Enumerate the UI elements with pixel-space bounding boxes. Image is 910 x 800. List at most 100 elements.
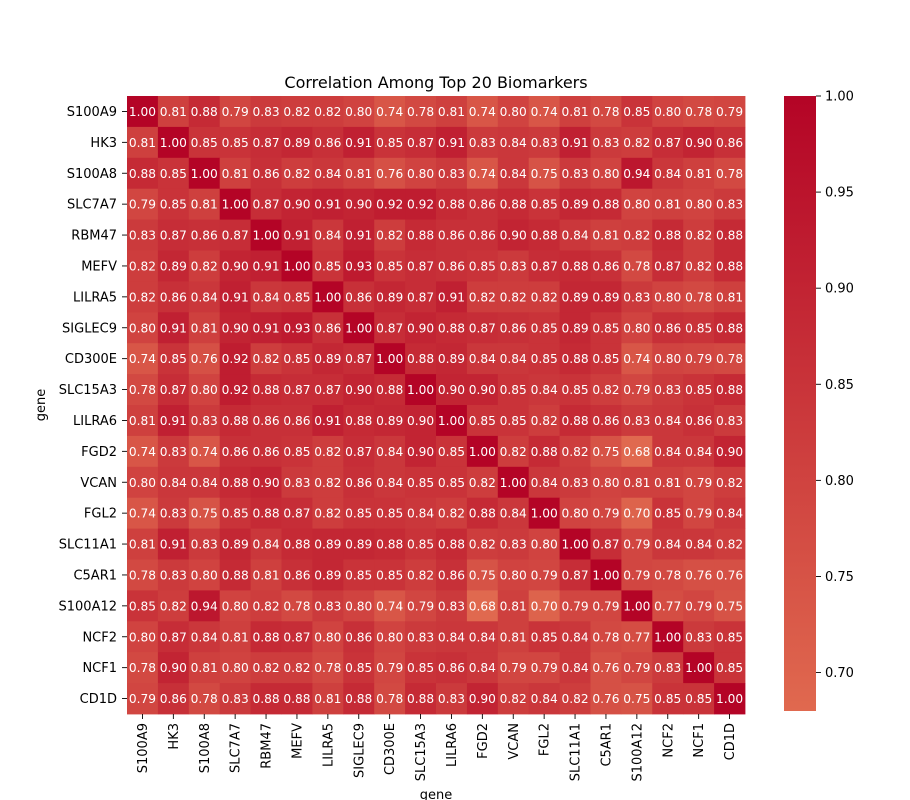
cell-annotation: 0.79 (561, 599, 588, 613)
heatmap-cell (590, 528, 622, 560)
x-tick-label: LILRA6 (445, 723, 460, 767)
cell-annotation: 0.78 (654, 568, 681, 582)
cell-annotation: 0.87 (314, 383, 341, 397)
heatmap-cell (714, 466, 746, 499)
cell-annotation: 0.78 (685, 290, 712, 304)
heatmap-cell (157, 126, 190, 159)
cell-annotation: 0.82 (252, 599, 279, 613)
heatmap-cell (683, 157, 715, 190)
heatmap-cell (714, 497, 746, 529)
heatmap-cell (281, 374, 313, 406)
heatmap-cell (281, 188, 313, 220)
cell-annotation: 0.85 (531, 352, 558, 366)
heatmap-cell (281, 250, 313, 282)
heatmap-cell (405, 96, 437, 128)
cell-annotation: 0.84 (531, 383, 558, 397)
cell-annotation: 0.87 (283, 383, 310, 397)
cell-annotation: 0.80 (129, 630, 156, 644)
cell-annotation: 0.80 (345, 105, 372, 119)
heatmap-cell (466, 559, 499, 591)
cell-annotation: 0.88 (561, 352, 588, 366)
heatmap-cell (714, 435, 746, 468)
heatmap-cell (281, 559, 313, 591)
cell-annotation: 0.88 (407, 352, 434, 366)
heatmap-cell (219, 405, 251, 437)
x-tick-label: LILRA5 (321, 723, 336, 767)
cell-annotation: 0.91 (314, 198, 341, 212)
cell-annotation: 0.89 (314, 568, 341, 582)
cell-annotation: 0.94 (623, 167, 650, 181)
heatmap-cell (405, 590, 437, 622)
cell-annotation: 0.83 (438, 599, 465, 613)
cell-annotation: 0.85 (191, 136, 218, 150)
cell-annotation: 0.82 (469, 476, 496, 490)
heatmap-cell (374, 281, 406, 313)
cell-annotation: 0.74 (623, 352, 650, 366)
heatmap-cell (157, 559, 190, 591)
cell-annotation: 0.84 (561, 229, 588, 243)
cell-annotation: 1.00 (376, 352, 403, 366)
y-tick-label: SIGLEC9 (62, 321, 117, 336)
heatmap-cell (157, 621, 190, 653)
heatmap-cell (219, 281, 251, 313)
heatmap-cell (343, 435, 375, 468)
y-tick-label: FGL2 (84, 507, 117, 522)
colorbar (784, 96, 816, 711)
heatmap-cell (188, 126, 221, 159)
heatmap-cell (714, 343, 746, 375)
cell-annotation: 0.85 (592, 352, 619, 366)
cell-annotation: 0.80 (191, 383, 218, 397)
cell-annotation: 0.79 (623, 538, 650, 552)
cell-annotation: 0.84 (469, 661, 496, 675)
x-tick-label: NCF2 (661, 723, 676, 758)
heatmap-cell (312, 219, 344, 251)
cell-annotation: 0.83 (314, 599, 341, 613)
cell-annotation: 0.81 (592, 229, 619, 243)
heatmap-cell (621, 250, 653, 282)
cell-annotation: 0.84 (716, 507, 743, 521)
heatmap-cell (652, 281, 684, 313)
cell-annotation: 0.90 (283, 198, 310, 212)
cell-annotation: 0.84 (314, 229, 341, 243)
heatmap-cell (343, 466, 375, 499)
heatmap-cell (621, 312, 653, 344)
cell-annotation: 0.82 (407, 568, 434, 582)
cell-annotation: 0.82 (561, 692, 588, 706)
cell-annotation: 0.81 (561, 105, 588, 119)
heatmap-cell (281, 126, 313, 159)
heatmap-cell (250, 126, 282, 159)
cell-annotation: 0.82 (623, 136, 650, 150)
cell-annotation: 0.82 (500, 692, 527, 706)
cell-annotation: 0.90 (222, 259, 249, 273)
cell-annotation: 0.78 (191, 692, 218, 706)
heatmap-cell (528, 281, 560, 313)
y-tick-label: RBM47 (71, 229, 117, 244)
heatmap-cell (683, 652, 715, 684)
cell-annotation: 0.80 (376, 630, 403, 644)
cell-annotation: 0.87 (407, 290, 434, 304)
heatmap-cell (312, 405, 344, 437)
cell-annotation: 1.00 (531, 507, 558, 521)
cell-annotation: 0.79 (531, 661, 558, 675)
heatmap-cell (436, 497, 468, 529)
cell-annotation: 0.75 (623, 692, 650, 706)
heatmap-cell (497, 621, 530, 653)
cell-annotation: 0.86 (314, 321, 341, 335)
cell-annotation: 0.82 (685, 259, 712, 273)
cell-annotation: 0.82 (314, 507, 341, 521)
heatmap-cell (714, 374, 746, 406)
colorbar-ticks: 0.70 0.75 0.80 0.85 0.90 0.95 1.00 (816, 90, 854, 681)
heatmap-cell (528, 466, 560, 499)
heatmap-cell (621, 497, 653, 529)
cell-annotation: 0.86 (160, 290, 187, 304)
cell-annotation: 0.88 (654, 229, 681, 243)
cell-annotation: 0.80 (407, 167, 434, 181)
heatmap-cell (343, 405, 375, 437)
cell-annotation: 0.87 (252, 198, 279, 212)
heatmap-cell (652, 126, 684, 159)
cell-annotation: 0.79 (685, 599, 712, 613)
cell-annotation: 0.88 (283, 538, 310, 552)
heatmap-cell (219, 497, 251, 529)
cell-annotation: 0.84 (314, 167, 341, 181)
heatmap-cell (590, 188, 622, 220)
